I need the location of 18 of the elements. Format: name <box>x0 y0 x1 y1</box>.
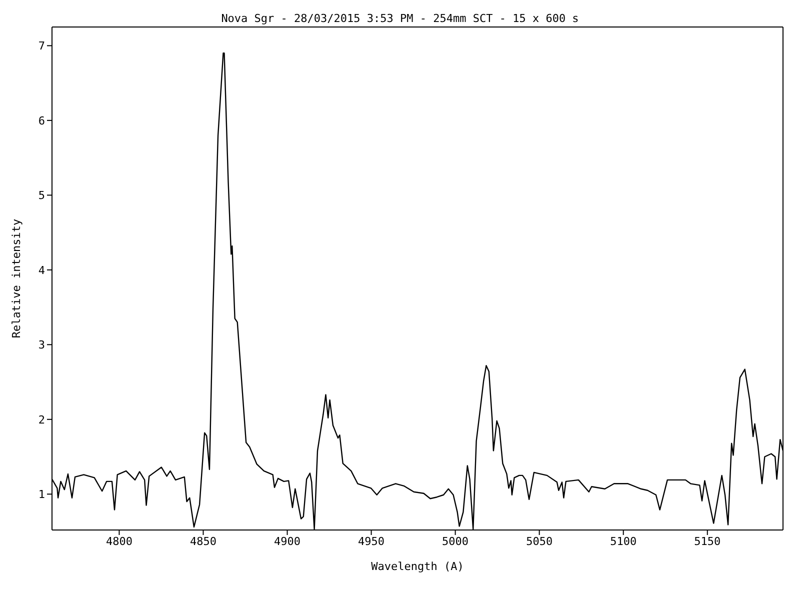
y-axis-title: Relative intensity <box>10 218 23 338</box>
y-tick-label: 3 <box>38 338 45 352</box>
x-tick-label: 4950 <box>358 534 385 548</box>
y-tick-label: 1 <box>38 488 45 502</box>
x-axis-title: Wavelength (A) <box>371 560 464 573</box>
chart-title: Nova Sgr - 28/03/2015 3:53 PM - 254mm SCT - 15 x 600 s <box>220 12 580 25</box>
x-tick-label: 5000 <box>442 534 469 548</box>
y-tick-label: 7 <box>38 40 45 53</box>
y-tick-label: 2 <box>38 413 45 426</box>
x-tick-label: 4800 <box>106 534 132 548</box>
x-tick-label: 5050 <box>526 534 553 548</box>
x-tick-label: 5100 <box>610 534 637 548</box>
y-tick-label: 6 <box>38 114 45 128</box>
x-tick-label: 5150 <box>694 534 721 548</box>
y-tick-label: 4 <box>38 264 46 277</box>
x-tick-label: 4850 <box>190 534 216 548</box>
y-tick-label: 5 <box>38 189 45 202</box>
x-tick-label: 4900 <box>274 534 301 548</box>
